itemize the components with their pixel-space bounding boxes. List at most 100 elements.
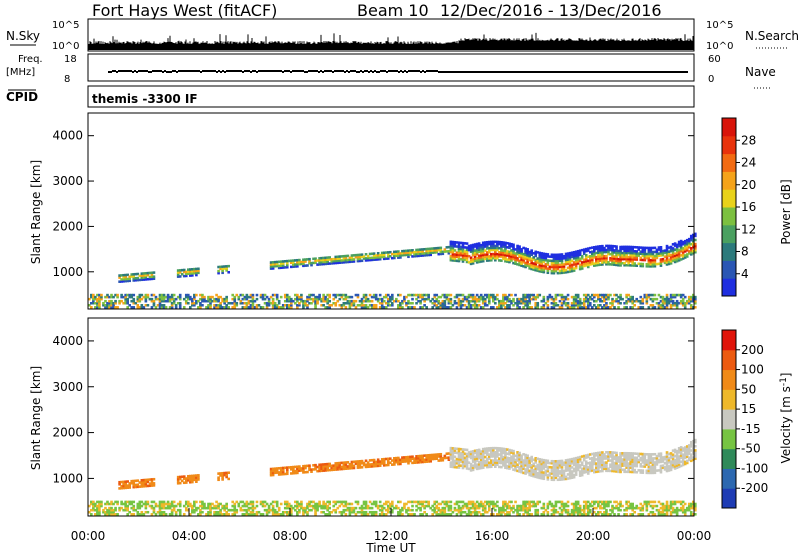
velocity-cell <box>98 502 101 506</box>
power-cell <box>572 269 576 272</box>
power-cell <box>241 293 245 297</box>
power-cell <box>350 295 354 299</box>
power-cell <box>245 297 249 301</box>
power-cell <box>489 240 493 244</box>
power-cell <box>562 269 566 272</box>
power-cell <box>285 299 289 303</box>
power-cell <box>597 295 600 299</box>
power-cell <box>350 304 354 307</box>
velocity-cell <box>378 462 382 465</box>
power-cell <box>597 249 600 252</box>
power-cell <box>485 240 489 244</box>
velocity-cell <box>411 508 414 512</box>
velocity-cell <box>170 508 174 512</box>
velocity-cell <box>320 510 323 514</box>
power-cell <box>694 248 697 252</box>
nave-top: 60 <box>708 54 721 65</box>
power-cell <box>524 295 527 299</box>
power-cell <box>619 255 622 259</box>
velocity-cell <box>138 481 142 484</box>
power-cell <box>312 293 315 297</box>
velocity-cell <box>461 462 465 466</box>
power-cell <box>475 250 479 254</box>
power-cell <box>358 299 362 303</box>
power-cell <box>609 256 612 260</box>
power-cell <box>631 247 634 251</box>
velocity-cell <box>162 502 166 506</box>
power-cell <box>324 297 327 301</box>
velocity-cell <box>366 465 370 469</box>
velocity-cell <box>364 463 368 467</box>
power-cell <box>336 255 340 259</box>
velocity-cell <box>116 500 119 504</box>
power-cell <box>687 246 691 249</box>
power-cell <box>100 297 103 301</box>
velocity-cell <box>191 508 194 512</box>
velocity-cell <box>489 455 493 458</box>
power-cell <box>136 297 140 301</box>
power-cell <box>217 304 220 307</box>
power-cell <box>538 263 542 267</box>
velocity-cell <box>189 476 192 480</box>
power-cell <box>689 304 693 307</box>
velocity-cell <box>116 513 119 516</box>
power-cell <box>588 295 592 299</box>
velocity-cell <box>158 513 162 516</box>
velocity-cell <box>251 506 255 510</box>
power-cell <box>350 301 354 305</box>
power-cell <box>599 249 602 252</box>
power-cell <box>568 255 572 259</box>
power-cell <box>502 255 505 259</box>
power-cell <box>601 295 604 299</box>
velocity-cell <box>251 508 255 512</box>
velocity-cell <box>358 459 362 463</box>
power-cell <box>570 253 574 257</box>
power-cell <box>611 259 614 262</box>
power-cell <box>455 253 459 256</box>
velocity-cell <box>269 502 273 506</box>
power-cell <box>599 293 602 297</box>
velocity-cell <box>306 470 309 474</box>
velocity-cell <box>492 453 495 456</box>
power-cell <box>691 252 695 255</box>
freq-label-1: Freq. <box>18 54 43 65</box>
velocity-cell <box>128 486 132 489</box>
power-cell <box>348 295 352 299</box>
velocity-cell <box>467 500 471 504</box>
velocity-cell <box>415 461 418 464</box>
velocity-cell <box>465 465 469 468</box>
power-cell <box>570 267 574 271</box>
velocity-cell <box>469 469 473 472</box>
power-cell <box>239 301 243 305</box>
power-cell <box>132 273 136 276</box>
power-cell <box>528 256 531 260</box>
power-cell <box>560 304 564 307</box>
power-cell <box>193 295 196 299</box>
power-cell <box>496 293 499 297</box>
velocity-cell <box>461 460 465 464</box>
power-cell <box>168 295 172 299</box>
power-cell <box>140 293 144 297</box>
velocity-cell <box>237 502 241 506</box>
power-cell <box>673 293 677 297</box>
velocity-cell <box>508 463 511 466</box>
power-cell <box>659 248 663 251</box>
velocity-cell <box>310 504 313 508</box>
power-cell <box>360 301 364 305</box>
power-cell <box>431 301 435 305</box>
power-cell <box>384 301 388 305</box>
y-tick-label: 2000 <box>52 219 83 233</box>
power-cell <box>356 293 360 297</box>
power-cell <box>492 293 495 297</box>
velocity-cell <box>487 504 491 508</box>
velocity-cell <box>348 506 352 510</box>
velocity-cell <box>209 504 212 508</box>
power-cell <box>443 304 447 307</box>
power-cell <box>193 301 196 305</box>
power-cell <box>657 304 661 307</box>
velocity-cell <box>213 513 216 516</box>
power-cell <box>691 299 695 303</box>
power-cell <box>393 299 396 303</box>
velocity-cell <box>261 513 265 516</box>
velocity-cell <box>451 510 455 514</box>
